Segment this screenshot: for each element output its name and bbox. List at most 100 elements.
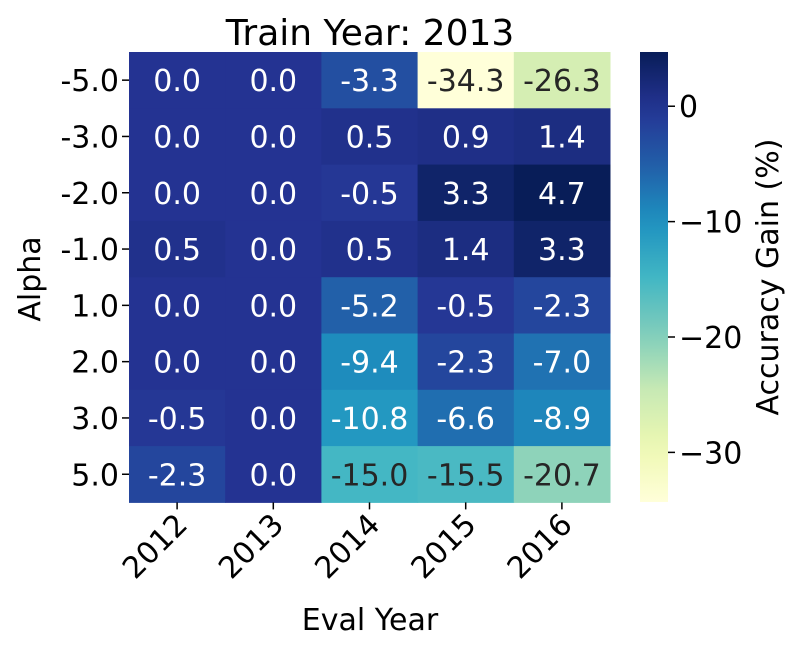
heatmap-cell [225, 333, 322, 391]
cell-value-label: 0.5 [153, 233, 201, 268]
y-tick-label: -5.0 [60, 64, 119, 99]
heatmap-cell [513, 108, 611, 166]
cell-value-label: -0.5 [436, 289, 495, 324]
y-tick-label: -1.0 [60, 233, 119, 268]
cell-value-label: -0.5 [340, 177, 399, 212]
colorbar [640, 52, 668, 502]
cell-value-label: 0.0 [249, 177, 297, 212]
chart-title: Train Year: 2013 [225, 13, 515, 54]
heatmap-cell [513, 52, 611, 109]
cell-value-label: 1.4 [442, 233, 490, 268]
cell-value-label: 0.0 [153, 346, 201, 381]
cell-value-label: -2.3 [436, 346, 495, 381]
heatmap-cell [321, 52, 419, 109]
cell-value-label: 0.5 [346, 233, 394, 268]
heatmap-cell [513, 220, 611, 278]
heatmap-cell [129, 52, 226, 109]
colorbar-tick-label: −20 [679, 321, 742, 356]
cell-value-label: 0.5 [346, 120, 394, 155]
y-tick-label: 3.0 [71, 402, 119, 437]
colorbar-tick-label: 0 [679, 90, 698, 125]
y-tick-label: 2.0 [71, 346, 119, 381]
cell-value-label: 0.0 [249, 233, 297, 268]
y-tick-label: 5.0 [71, 458, 119, 493]
heatmap-cell [225, 52, 322, 109]
cell-value-label: 0.0 [153, 64, 201, 99]
cell-value-label: 0.0 [249, 120, 297, 155]
heatmap-cell [225, 446, 322, 503]
x-tick-labels: 2012 2013 2014 2015 2016 [116, 502, 580, 586]
cell-value-label: -15.0 [331, 458, 409, 493]
colorbar-label: Accuracy Gain (%) [751, 139, 786, 416]
cell-value-label: -20.7 [523, 458, 601, 493]
cell-value-label: -8.9 [533, 402, 592, 437]
cell-value-label: 1.4 [538, 120, 586, 155]
y-tick-labels: -5.0 -3.0 -2.0 -1.0 1.0 2.0 3.0 5.0 [60, 64, 129, 493]
x-tick-label: 2014 [308, 507, 387, 586]
heatmap-cell [225, 277, 322, 334]
heatmap-cell [321, 108, 419, 166]
x-tick-label: 2015 [405, 507, 484, 586]
heatmap-cell [417, 446, 515, 503]
cell-value-label: -34.3 [427, 64, 505, 99]
cell-value-label: -5.2 [340, 289, 399, 324]
x-tick-label: 2016 [501, 507, 580, 586]
cell-value-label: 0.0 [153, 177, 201, 212]
heatmap-cell [321, 164, 419, 222]
heatmap-cell [225, 389, 322, 447]
heatmap-cell [417, 220, 515, 278]
heatmap-cell [225, 164, 322, 222]
heatmap-cell [129, 220, 226, 278]
heatmap-cell [129, 446, 226, 503]
cell-value-label: -2.3 [533, 289, 592, 324]
cell-value-label: 3.3 [442, 177, 490, 212]
heatmap-cell [513, 277, 611, 334]
heatmap-cell [129, 164, 226, 222]
heatmap-cell [513, 389, 611, 447]
heatmap-cell [129, 389, 226, 447]
heatmap-cell [225, 108, 322, 166]
cell-value-label: -3.3 [340, 64, 399, 99]
y-axis-label: Alpha [13, 236, 48, 321]
heatmap-cell [321, 389, 419, 447]
heatmap-cell [513, 164, 611, 222]
heatmap-cell [129, 333, 226, 391]
heatmap-cell [321, 220, 419, 278]
cell-value-label: -9.4 [340, 346, 399, 381]
cell-value-label: 0.0 [249, 346, 297, 381]
cell-value-label: -7.0 [533, 346, 592, 381]
heatmap-cell [513, 446, 611, 503]
heatmap-cell [129, 108, 226, 166]
cell-value-label: -6.6 [436, 402, 495, 437]
y-tick-label: -2.0 [60, 177, 119, 212]
cell-value-label: -15.5 [427, 458, 505, 493]
cell-value-label: 3.3 [538, 233, 586, 268]
heatmap-cell [225, 220, 322, 278]
cell-value-label: 0.0 [249, 458, 297, 493]
x-axis-label: Eval Year [302, 603, 439, 638]
heatmap-cell [417, 108, 515, 166]
heatmap-cells: 0.0 0.0 -3.3 -34.3 -26.3 0.0 0.0 0.5 0.9 1.4 0.0 0.… [129, 52, 611, 503]
heatmap-cell [417, 389, 515, 447]
cell-value-label: -26.3 [523, 64, 601, 99]
heatmap-cell [129, 277, 226, 334]
heatmap-cell [321, 333, 419, 391]
cell-value-label: -10.8 [331, 402, 409, 437]
cell-value-label: 0.0 [249, 64, 297, 99]
heatmap-cell [417, 333, 515, 391]
heatmap-cell [417, 164, 515, 222]
heatmap-cell [417, 277, 515, 334]
cell-value-label: -2.3 [148, 458, 207, 493]
x-tick-label: 2013 [212, 507, 291, 586]
heatmap-cell [321, 277, 419, 334]
heatmap-cell [321, 446, 419, 503]
colorbar-tick-label: −10 [679, 206, 742, 241]
cell-value-label: 4.7 [538, 177, 586, 212]
y-tick-label: 1.0 [71, 289, 119, 324]
cell-value-label: 0.9 [442, 120, 490, 155]
colorbar-ticks: 0 −10 −20 −30 [668, 90, 742, 471]
heatmap-cell [513, 333, 611, 391]
y-tick-label: -3.0 [60, 120, 119, 155]
cell-value-label: 0.0 [249, 289, 297, 324]
